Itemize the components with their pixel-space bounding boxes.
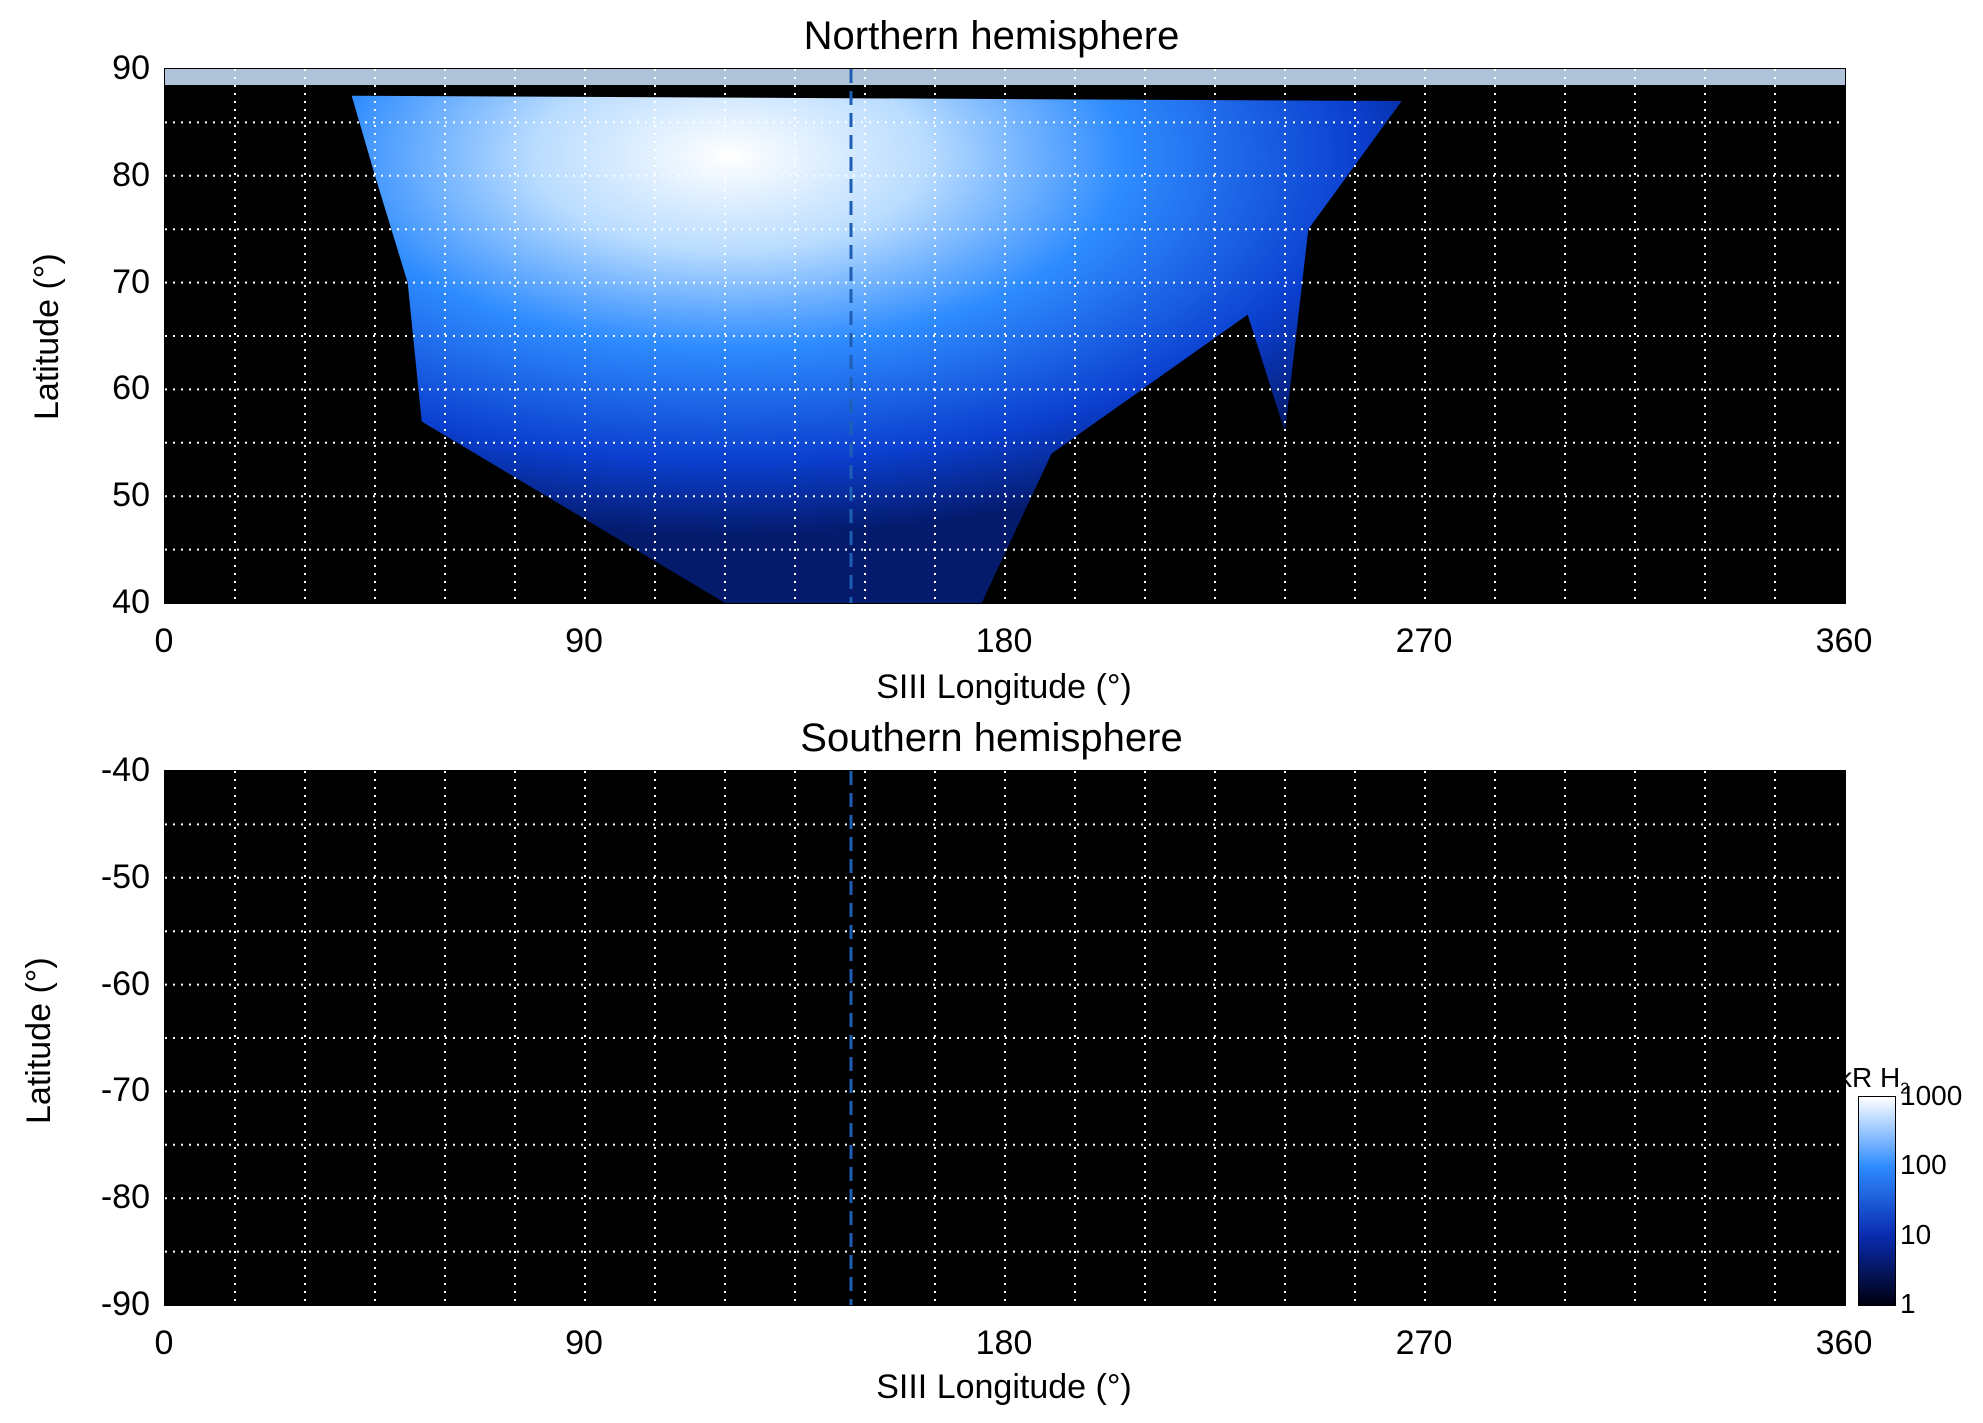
x-tick-label: 90 (565, 1324, 603, 1362)
south-heatmap (165, 771, 1845, 1305)
y-tick-label: 40 (112, 583, 150, 621)
colorbar-tick-label: 10 (1900, 1218, 1932, 1250)
colorbar-tick-label: 100 (1900, 1149, 1947, 1181)
colorbar: kR H2 1000 100 10 1 (1838, 1062, 1983, 1318)
x-tick-label: 0 (154, 622, 174, 660)
y-tick-label: 90 (112, 49, 150, 87)
y-tick-label: -70 (100, 1071, 150, 1110)
x-tick-label: 270 (1395, 1324, 1453, 1362)
north-y-axis-label: Latitude (°) (28, 253, 66, 420)
x-tick-label: 90 (565, 622, 603, 660)
north-plot-area (164, 68, 1846, 604)
y-tick-label: 70 (112, 262, 150, 301)
y-tick-label: -50 (100, 857, 150, 896)
x-tick-label: 180 (975, 1324, 1033, 1362)
y-tick-label: 80 (112, 155, 150, 194)
x-tick-label: 360 (1815, 1324, 1873, 1362)
colorbar-gradient (1858, 1096, 1896, 1306)
x-tick-label: 0 (154, 1324, 174, 1362)
colorbar-label: kR H2 (1838, 1062, 1910, 1098)
south-x-axis-label: SIII Longitude (°) (876, 1368, 1132, 1406)
south-title: Southern hemisphere (800, 716, 1183, 760)
south-y-axis-label: Latitude (°) (20, 957, 58, 1124)
x-tick-label: 360 (1815, 622, 1873, 660)
y-tick-label: -80 (100, 1178, 150, 1217)
south-plot-area (164, 770, 1846, 1306)
y-tick-label: -90 (100, 1285, 150, 1323)
colorbar-tick-label: 1000 (1900, 1080, 1963, 1111)
auroral-emission-region (351, 95, 1402, 603)
north-x-axis-label: SIII Longitude (°) (876, 668, 1132, 706)
y-tick-label: 60 (112, 369, 150, 408)
north-title: Northern hemisphere (803, 14, 1180, 58)
colorbar-tick-label: 1 (1900, 1288, 1916, 1319)
y-tick-label: -40 (100, 751, 150, 789)
north-heatmap (165, 69, 1845, 603)
y-tick-label: -60 (100, 964, 150, 1003)
x-tick-label: 270 (1395, 622, 1453, 660)
x-tick-label: 180 (975, 622, 1033, 660)
y-tick-label: 50 (112, 476, 150, 515)
